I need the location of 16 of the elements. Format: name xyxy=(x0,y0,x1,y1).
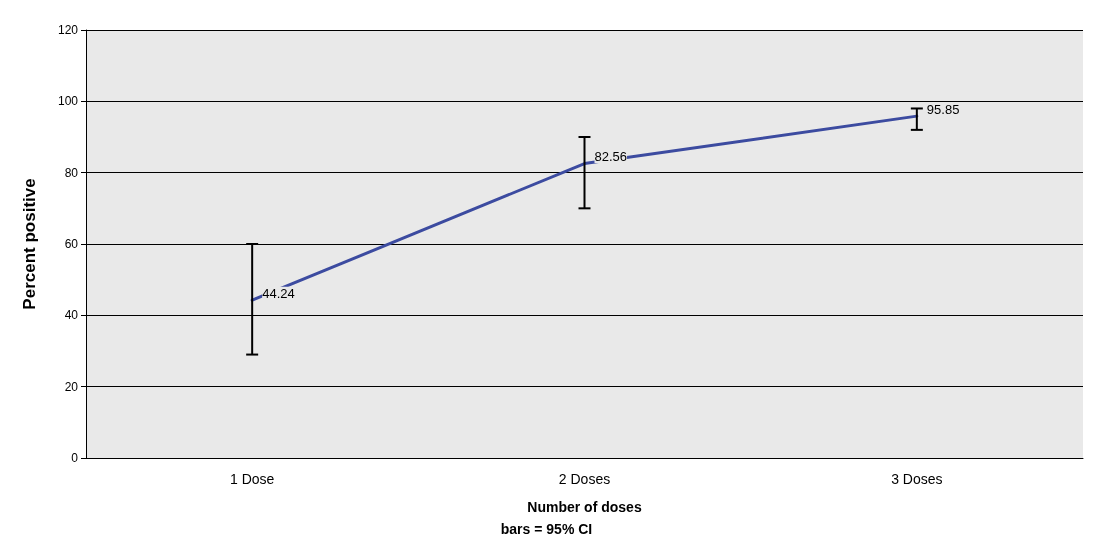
y-axis-title: Percent positive xyxy=(20,178,39,310)
y-tick-label: 120 xyxy=(57,23,79,37)
x-tick-label: 1 Dose xyxy=(229,471,275,487)
data-label: 82.56 xyxy=(594,149,628,165)
y-tick-label: 0 xyxy=(71,451,79,465)
x-tick-label: 2 Doses xyxy=(558,471,611,487)
y-tick-label: 20 xyxy=(64,379,79,394)
y-tick-label: 60 xyxy=(64,237,79,251)
x-axis-title: Number of doses xyxy=(527,499,642,515)
data-label: 44.24 xyxy=(262,285,295,301)
data-label: 95.85 xyxy=(926,101,960,117)
y-tick-label: 100 xyxy=(57,94,79,109)
y-tick-label: 80 xyxy=(64,165,79,180)
y-tick-label: 40 xyxy=(64,308,79,323)
text: bars = 95% CI xyxy=(500,521,593,537)
x-tick-label: 3 Doses xyxy=(891,471,943,487)
